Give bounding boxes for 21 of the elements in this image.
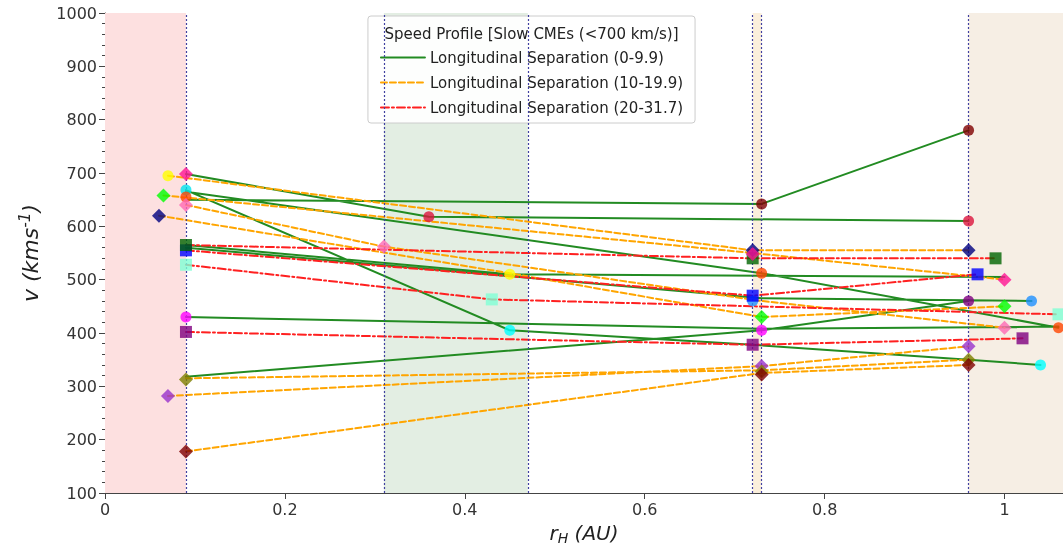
y-axis-title: v (kms-1) xyxy=(15,203,43,303)
y-tick-label: 200 xyxy=(66,430,97,450)
legend-label: Longitudinal Separation (10-19.9) xyxy=(429,73,684,92)
legend-label: Longitudinal Separation (20-31.7) xyxy=(429,98,684,117)
y-tick-label: 800 xyxy=(66,110,97,130)
y-tick-label: 400 xyxy=(66,323,97,343)
x-tick-label: 1 xyxy=(999,499,1010,519)
x-tick-label: 0.6 xyxy=(631,499,658,519)
y-tick-label: 600 xyxy=(66,216,97,236)
x-tick-label: 0.2 xyxy=(272,499,298,519)
legend-label: Longitudinal Separation (0-9.9) xyxy=(429,48,664,67)
y-tick-label: 500 xyxy=(66,270,97,290)
x-tick-label: 0 xyxy=(99,499,111,519)
legend-title: Speed Profile [Slow CMEs (<700 km/s)] xyxy=(384,24,679,43)
x-tick-label: 0.8 xyxy=(811,499,838,519)
x-tick-label: 0.4 xyxy=(452,499,478,519)
y-tick-label: 100 xyxy=(66,483,97,503)
y-tick-label: 1000 xyxy=(56,3,97,23)
y-tick-label: 300 xyxy=(66,376,97,396)
y-tick-label: 900 xyxy=(66,56,97,76)
y-tick-label: 700 xyxy=(66,163,97,183)
